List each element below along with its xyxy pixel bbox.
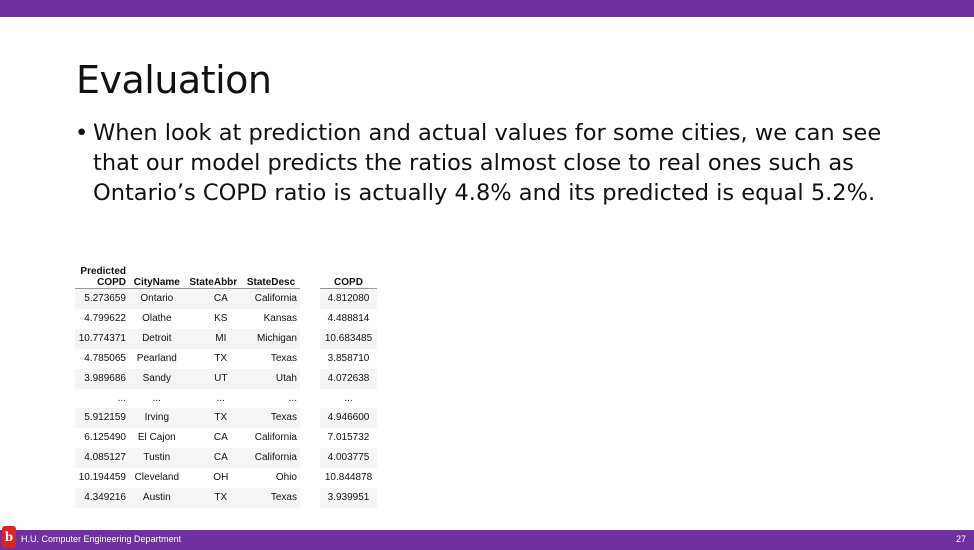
header-state-desc: StateDesc	[241, 261, 300, 289]
university-logo-icon: b	[2, 526, 16, 548]
cell-city-name: Sandy	[129, 368, 185, 389]
header-city-name: CityName	[129, 261, 185, 289]
cell-predicted-copd: 3.989686	[75, 368, 129, 389]
cell-predicted-copd: 5.912159	[75, 408, 129, 429]
cell-state-desc: California	[241, 448, 300, 469]
cell-state-abbr: MI	[184, 328, 242, 349]
cell-copd: 4.488814	[327, 312, 370, 324]
table-row: 4.799622 Olathe KS Kansas	[75, 309, 300, 329]
bullet-icon: •	[75, 120, 89, 146]
cell-state-abbr: TX	[214, 352, 228, 364]
table-row: 10.683485	[320, 328, 377, 349]
cell-city-name: Pearland	[136, 352, 177, 364]
cell-copd: 3.939951	[320, 488, 377, 508]
cell-predicted-copd: 6.125490	[84, 432, 126, 444]
cell-state-desc: California	[241, 288, 300, 309]
top-accent-bar	[0, 0, 974, 17]
cell-state-abbr: CA	[184, 448, 242, 469]
cell-state-abbr: ...	[216, 392, 225, 404]
table-row: 4.812080	[320, 288, 377, 309]
cell-predicted-copd: 4.085127	[75, 448, 129, 469]
cell-copd: 10.844878	[324, 472, 373, 484]
table-row: 3.989686 Sandy UT Utah	[75, 368, 300, 389]
cell-state-desc: Texas	[270, 352, 297, 364]
cell-city-name: Cleveland	[134, 472, 180, 484]
cell-predicted-copd: 4.785065	[84, 352, 126, 364]
cell-city-name: Detroit	[129, 328, 185, 349]
actual-copd-table: COPD 4.812080 4.488814 10.683485 3.858710 4.…	[320, 261, 377, 508]
table-row: ...	[320, 389, 377, 409]
table-row: 4.946600	[320, 408, 377, 429]
table-row: 7.015732	[320, 428, 377, 448]
table-row: 4.085127 Tustin CA California	[75, 448, 300, 469]
prediction-table: Predicted COPD CityName StateAbbr StateD…	[75, 261, 300, 508]
cell-state-desc: Michigan	[241, 328, 300, 349]
cell-state-desc: Texas	[241, 488, 300, 508]
cell-city-name: ...	[152, 392, 161, 404]
table-row: 6.125490 El Cajon CA California	[75, 428, 300, 448]
actual-copd-table-header: COPD	[320, 261, 377, 289]
table-row: 3.858710	[320, 349, 377, 369]
cell-state-desc: Texas	[241, 408, 300, 429]
cell-city-name: Olathe	[142, 312, 172, 324]
cell-state-abbr: TX	[184, 488, 242, 508]
bullet-text: When look at prediction and actual value…	[93, 120, 882, 206]
cell-state-desc: Utah	[241, 368, 300, 389]
bottom-footer-bar	[0, 530, 974, 550]
cell-predicted-copd: ...	[117, 392, 126, 404]
cell-state-abbr: KS	[214, 312, 228, 324]
table-row: 5.912159 Irving TX Texas	[75, 408, 300, 429]
cell-copd: 4.812080	[320, 288, 377, 309]
cell-state-desc: Ohio	[275, 472, 297, 484]
cell-copd: 10.683485	[320, 328, 377, 349]
footer-department: H.U. Computer Engineering Department	[21, 534, 182, 544]
cell-predicted-copd: 4.349216	[75, 488, 129, 508]
page-number: 27	[955, 534, 966, 544]
bullet-point: • When look at prediction and actual val…	[75, 118, 915, 208]
cell-copd: ...	[344, 392, 353, 404]
cell-predicted-copd: 4.799622	[84, 312, 126, 324]
cell-state-abbr: CA	[184, 288, 242, 309]
cell-state-abbr: CA	[213, 432, 228, 444]
cell-city-name: Austin	[129, 488, 185, 508]
cell-state-desc: ...	[288, 392, 297, 404]
cell-copd: 3.858710	[327, 352, 370, 364]
table-row: 4.072638	[320, 368, 377, 389]
cell-city-name: Ontario	[129, 288, 185, 309]
cell-city-name: El Cajon	[137, 432, 176, 444]
header-copd: COPD	[320, 261, 377, 289]
table-row: ............	[75, 389, 300, 409]
table-row: 10.844878	[320, 468, 377, 488]
table-row: 5.273659 Ontario CA California	[75, 288, 300, 309]
cell-copd: 7.015732	[327, 432, 370, 444]
cell-state-desc: California	[254, 432, 297, 444]
cell-state-desc: Kansas	[263, 312, 297, 324]
cell-copd: 4.003775	[320, 448, 377, 469]
table-row: 4.488814	[320, 309, 377, 329]
cell-state-abbr: TX	[184, 408, 242, 429]
cell-predicted-copd: 10.774371	[75, 328, 129, 349]
cell-predicted-copd: 10.194459	[78, 472, 126, 484]
table-row: 4.003775	[320, 448, 377, 469]
cell-city-name: Tustin	[129, 448, 185, 469]
table-row: 3.939951	[320, 488, 377, 508]
table-row: 10.194459 Cleveland OH Ohio	[75, 468, 300, 488]
prediction-table-header: Predicted COPD CityName StateAbbr StateD…	[75, 261, 300, 289]
cell-copd: 4.072638	[320, 368, 377, 389]
cell-state-abbr: UT	[184, 368, 242, 389]
header-state-abbr: StateAbbr	[184, 261, 242, 289]
cell-predicted-copd: 5.273659	[75, 288, 129, 309]
slide-title: Evaluation	[76, 58, 272, 102]
cell-city-name: Irving	[129, 408, 185, 429]
table-row: 4.349216 Austin TX Texas	[75, 488, 300, 508]
cell-copd: 4.946600	[320, 408, 377, 429]
table-row: 10.774371 Detroit MI Michigan	[75, 328, 300, 349]
header-predicted-copd: Predicted COPD	[75, 261, 129, 289]
table-row: 4.785065 Pearland TX Texas	[75, 349, 300, 369]
cell-state-abbr: OH	[213, 472, 229, 484]
